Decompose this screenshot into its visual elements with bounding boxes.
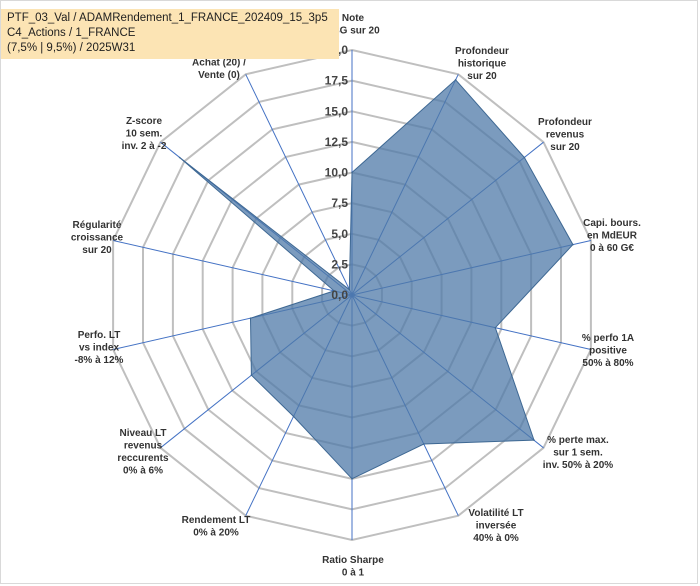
series-point-7 (351, 478, 353, 480)
tick-label-6: 15,0 (325, 104, 349, 118)
category-label-8-line-1: 0% à 20% (193, 528, 239, 539)
category-label-11-line-1: croissance (71, 233, 124, 244)
category-label-6-line-2: 40% à 0% (473, 533, 519, 544)
category-label-1: Profondeur historique sur 20 (455, 46, 509, 82)
category-label-2: Profondeur revenus sur 20 (538, 117, 592, 153)
category-label-6-line-0: Volatilité LT (468, 508, 523, 519)
category-label-9-line-3: 0% à 6% (123, 466, 163, 477)
category-label-2-line-1: revenus (546, 130, 585, 141)
category-label-7: Ratio Sharpe 0 à 1 (322, 555, 384, 579)
category-label-12-line-0: Z-score (126, 116, 163, 127)
tick-label-3: 7,5 (331, 196, 348, 210)
category-label-0-line-0: Note (342, 13, 365, 24)
category-label-5: % perte max. sur 1 sem. inv. 50% à 20% (543, 435, 614, 471)
category-label-11-line-0: Régularité (73, 220, 122, 231)
category-label-8: Rendement LT 0% à 20% (182, 515, 251, 539)
category-label-1-line-2: sur 20 (467, 71, 497, 82)
category-label-12-line-2: inv. 2 à -2 (122, 141, 167, 152)
category-label-5-line-0: % perte max. (547, 435, 609, 446)
category-label-2-line-0: Profondeur (538, 117, 592, 128)
category-label-12-line-1: 10 sem. (126, 129, 163, 140)
chart-title-line-2: C4_Actions / 1_FRANCE (7, 27, 136, 39)
category-label-11-line-2: sur 20 (82, 245, 112, 256)
category-label-4-line-0: % perfo 1A (582, 333, 634, 344)
category-label-10-line-2: -8% à 12% (75, 355, 124, 366)
category-label-5-line-2: inv. 50% à 20% (543, 460, 614, 471)
category-label-9-line-1: revenus (124, 441, 163, 452)
chart-title-line-1: PTF_03_Val / ADAMRendement_1_FRANCE_2024… (7, 12, 328, 24)
category-label-2-line-2: sur 20 (550, 142, 580, 153)
category-label-13-line-2: Vente (0) (198, 70, 240, 81)
tick-label-7: 17,5 (325, 74, 349, 88)
category-label-3-line-1: en MdEUR (587, 231, 638, 242)
category-label-6: Volatilité LT inversée 40% à 0% (468, 508, 523, 544)
radar-tick-labels: 0,02,55,07,510,012,515,017,520,0 (325, 43, 349, 302)
axis-spoke-11 (112, 240, 353, 296)
category-label-1-line-1: historique (458, 59, 507, 70)
series-point-9 (250, 374, 253, 377)
radar-series (178, 79, 574, 480)
axis-spoke-13 (245, 74, 353, 296)
category-label-10-line-0: Perfo. LT (78, 330, 121, 341)
series-point-5 (533, 439, 535, 441)
category-label-6-line-1: inversée (476, 521, 517, 532)
series-point-12 (178, 156, 181, 159)
category-label-13-line-1: Achat (20) / (192, 58, 246, 69)
series-point-8 (292, 415, 295, 418)
category-label-4-line-1: positive (589, 346, 627, 357)
category-label-5-line-1: sur 1 sem. (553, 448, 603, 459)
category-label-9-line-2: reccurents (117, 453, 169, 464)
series-point-2 (523, 156, 526, 159)
category-label-10: Perfo. LT vs index -8% à 12% (75, 330, 124, 366)
series-point-0 (351, 171, 353, 174)
category-label-3-line-2: 0 à 60 G€ (590, 243, 634, 254)
category-label-7-line-0: Ratio Sharpe (322, 555, 384, 566)
series-point-1 (454, 79, 457, 81)
category-label-9-line-0: Niveau LT (119, 428, 166, 439)
series-point-13 (348, 288, 351, 291)
category-label-11: Régularité croissance sur 20 (71, 220, 124, 256)
category-label-1-line-0: Profondeur (455, 46, 509, 57)
category-label-8-line-0: Rendement LT (182, 515, 251, 526)
series-point-6 (423, 443, 425, 445)
series-point-10 (249, 317, 252, 320)
category-label-9: Niveau LT revenus reccurents 0% à 6% (117, 428, 169, 477)
category-label-7-line-1: 0 à 1 (342, 568, 365, 579)
tick-label-1: 2,5 (331, 257, 348, 271)
chart-title-box: PTF_03_Val / ADAMRendement_1_FRANCE_2024… (1, 9, 339, 59)
series-point-11 (333, 290, 335, 292)
category-label-4-line-2: 50% à 80% (582, 358, 633, 369)
category-label-12: Z-score 10 sem. inv. 2 à -2 (122, 116, 167, 152)
category-label-4: % perfo 1A positive 50% à 80% (582, 333, 634, 369)
series-point-4 (494, 326, 497, 329)
category-label-3-line-0: Capi. bours. (583, 218, 641, 229)
tick-label-2: 5,0 (331, 227, 348, 241)
tick-label-5: 12,5 (325, 135, 349, 149)
category-label-0: Note ESG sur 20 (326, 13, 380, 37)
category-label-10-line-1: vs index (79, 343, 119, 354)
chart-title-line-3: (7,5% | 9,5%) / 2025W31 (7, 42, 136, 54)
category-label-0-line-1: ESG sur 20 (326, 26, 380, 37)
series-area (179, 79, 574, 480)
category-label-3: Capi. bours. en MdEUR 0 à 60 G€ (583, 218, 641, 254)
tick-label-4: 10,0 (325, 166, 349, 180)
series-point-3 (572, 243, 574, 246)
tick-label-0: 0,0 (331, 288, 348, 302)
